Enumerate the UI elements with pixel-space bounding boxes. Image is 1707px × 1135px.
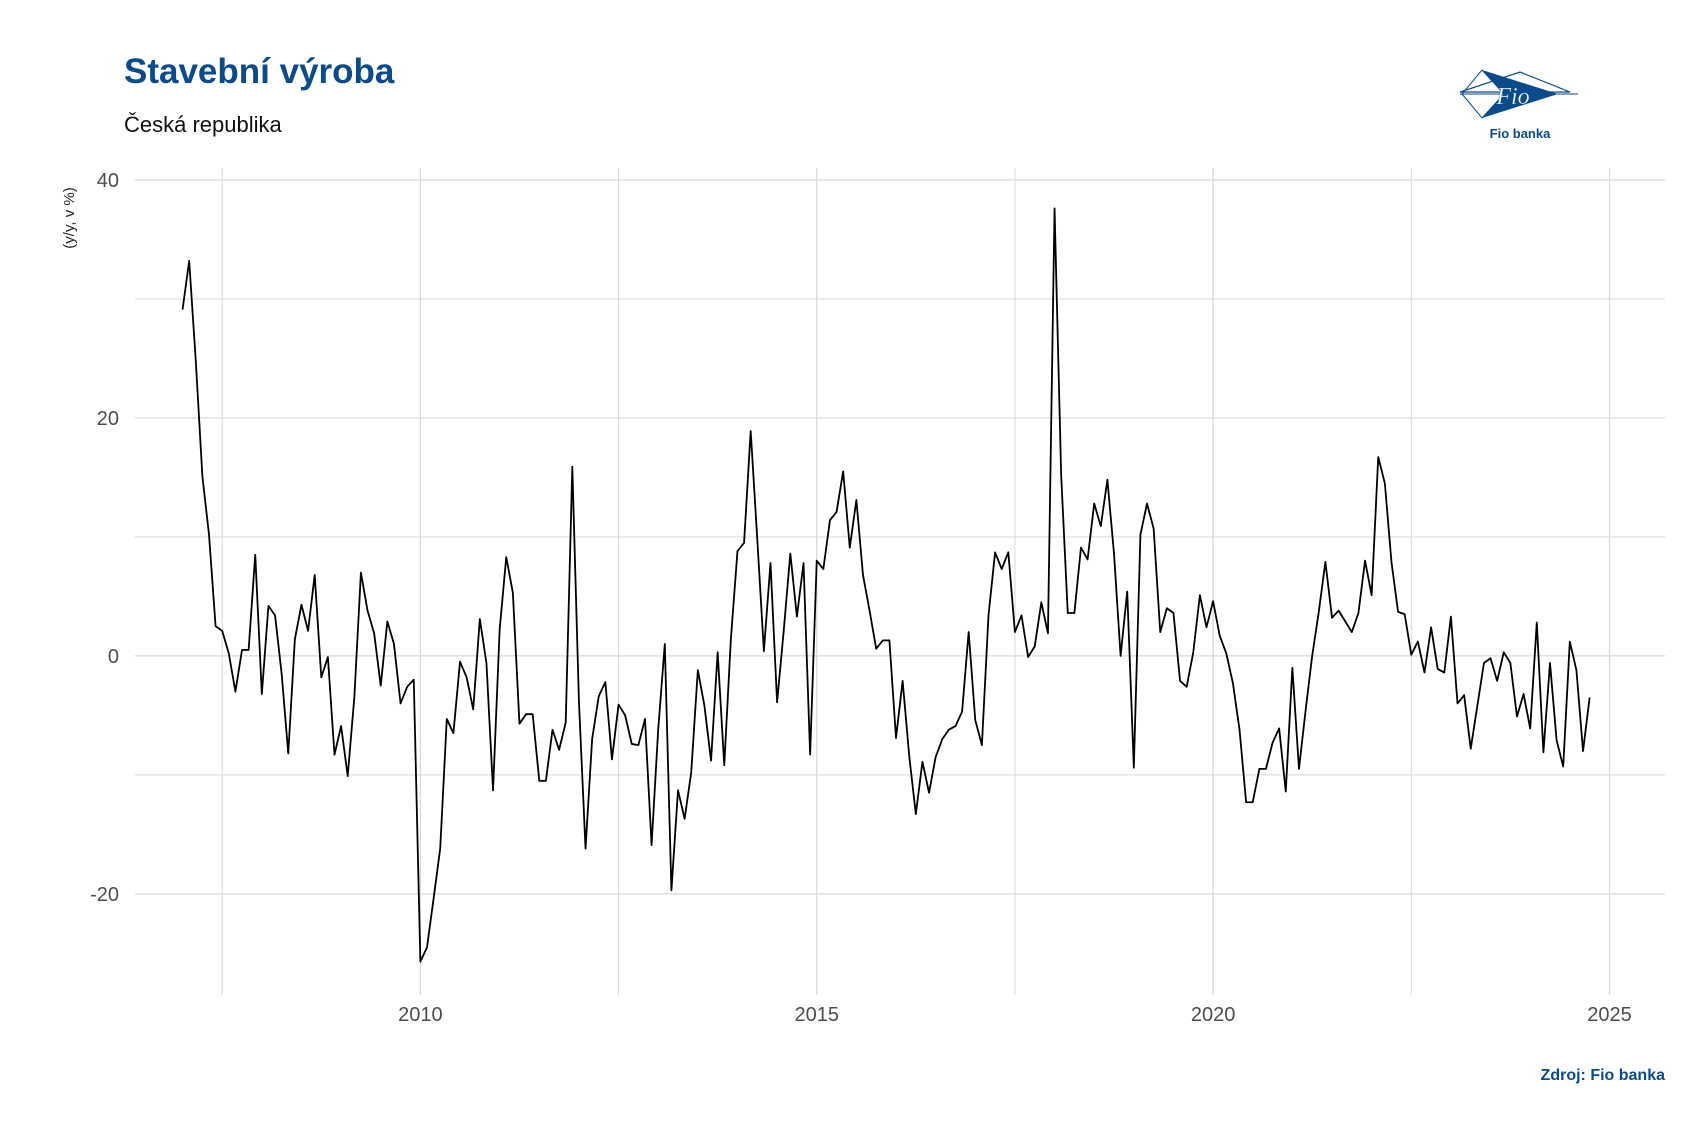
- x-tick-label: 2015: [795, 1004, 840, 1026]
- x-axis-tick-labels: 2010 2015 2020 2025: [398, 1004, 1632, 1026]
- y-axis-title: (y/y, v %): [61, 187, 78, 248]
- chart-subtitle: Česká republika: [124, 112, 282, 137]
- grid: [135, 168, 1665, 995]
- y-axis-tick-labels: -20 0 20 40: [90, 170, 119, 906]
- y-tick-label: 40: [97, 170, 119, 192]
- chart-title: Stavební výroba: [124, 52, 395, 91]
- x-tick-label: 2010: [398, 1004, 443, 1026]
- x-tick-label: 2020: [1191, 1004, 1236, 1026]
- x-tick-label: 2025: [1587, 1004, 1632, 1026]
- logo-mark: Fio: [1495, 84, 1529, 110]
- logo-caption: Fio banka: [1490, 126, 1551, 141]
- y-tick-label: 20: [97, 408, 119, 430]
- fio-banka-logo: Fio Fio banka: [1460, 69, 1578, 141]
- series-group: [181, 207, 1591, 963]
- y-tick-label: -20: [90, 884, 119, 906]
- source-note: Zdroj: Fio banka: [1540, 1067, 1665, 1084]
- series-line: [181, 207, 1591, 963]
- y-tick-label: 0: [108, 646, 119, 668]
